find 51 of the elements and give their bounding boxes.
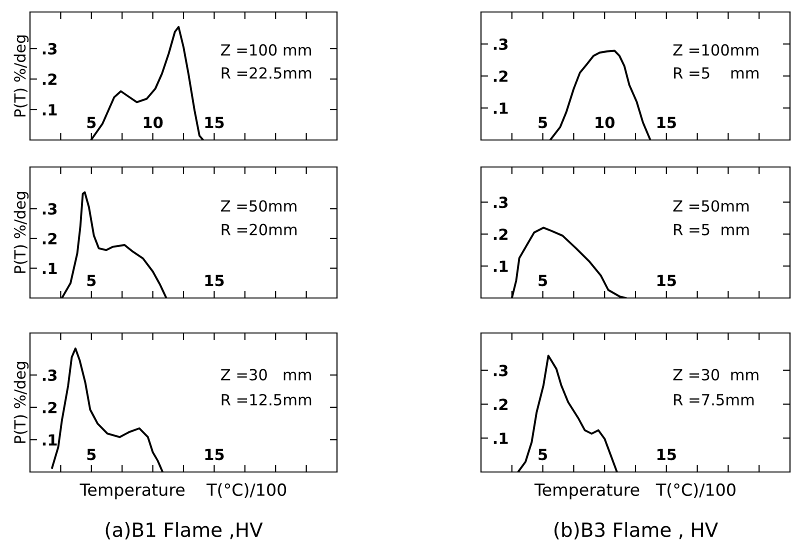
annotation: R =5 mm [674, 67, 758, 79]
x-tick-label: 15 [657, 274, 676, 286]
x-tick-label: 10 [596, 116, 614, 128]
annotation: R =12.5mm [222, 394, 312, 406]
y-tick-label: .2 [42, 232, 56, 244]
y-tick-label: .2 [494, 70, 508, 82]
y-tick-label: .2 [42, 74, 56, 85]
annotation: R =20mm [222, 224, 297, 236]
x-tick-label: 15 [657, 116, 676, 128]
y-tick-label: .1 [42, 262, 57, 274]
x-tick-label: 5 [538, 116, 548, 128]
y-tick-label: .1 [42, 104, 57, 116]
x-tick-label: 15 [657, 448, 676, 460]
x-axis-title: Temperature T(°C)/100 [80, 483, 286, 500]
annotation: Z =100 mm [221, 44, 311, 56]
y-axis-title: P(T) %/deg [14, 35, 29, 116]
x-tick-label: 5 [87, 448, 96, 460]
y-tick-label: .2 [494, 228, 508, 240]
y-tick-label: .1 [494, 432, 508, 444]
y-axis-title: P(T) %/deg [14, 192, 29, 273]
x-tick-label: 5 [87, 116, 96, 128]
x-tick-label: 15 [205, 448, 224, 460]
annotation: R =7.5mm [674, 394, 754, 406]
x-axis-title: Temperature T(°C)/100 [534, 483, 736, 500]
annotation: R =5 mm [674, 224, 749, 236]
y-tick-label: .3 [42, 203, 57, 215]
y-tick-label: .1 [494, 260, 508, 272]
y-tick-label: .1 [494, 102, 508, 114]
y-tick-label: .3 [494, 364, 508, 376]
annotation: R =22.5mm [222, 67, 312, 79]
x-tick-label: 5 [538, 274, 548, 286]
y-tick-label: .3 [42, 43, 57, 55]
x-tick-label: 5 [538, 448, 548, 460]
annotation: Z =30 mm [673, 368, 758, 380]
text: (b)B3 Flame , HV [554, 522, 718, 540]
y-tick-label: .1 [42, 434, 57, 446]
annotation: Z =30 mm [221, 368, 311, 380]
text: (a)B1 Flame ,HV [106, 522, 263, 540]
y-tick-label: .3 [494, 38, 508, 50]
y-tick-label: .2 [42, 402, 56, 414]
y-tick-label: .2 [494, 398, 508, 410]
x-tick-label: 5 [87, 274, 96, 286]
x-tick-label: 10 [144, 116, 163, 128]
annotation: Z =100mm [673, 44, 758, 56]
y-tick-label: .3 [494, 196, 508, 208]
annotation: Z =50mm [673, 200, 749, 212]
y-axis-title: P(T) %/deg [14, 362, 29, 443]
x-tick-label: 15 [205, 116, 224, 128]
x-tick-label: 15 [205, 274, 224, 286]
annotation: Z =50mm [221, 200, 296, 212]
y-tick-label: .3 [42, 369, 57, 382]
